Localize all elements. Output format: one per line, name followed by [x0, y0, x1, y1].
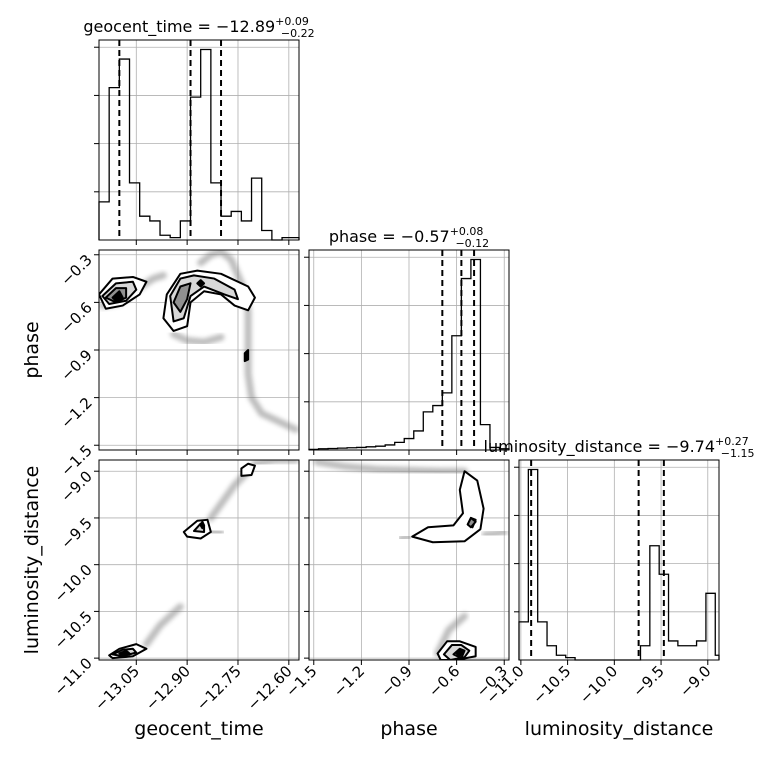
- panel-phase-vs-luminosity_distance-scatter-0: [313, 460, 469, 475]
- panel-phase-vs-luminosity_distance-xtick-label-1: −1.2: [330, 662, 368, 700]
- xlabel-luminosity_distance: luminosity_distance: [525, 718, 714, 740]
- hist-luminosity_distance-frame: [518, 459, 720, 661]
- hist-luminosity_distance-xtick-label-4: −9.0: [676, 662, 714, 700]
- ylabel-phase: phase: [21, 321, 43, 378]
- panel-geocent_time-vs-phase-ytick-label-2: −0.9: [57, 346, 95, 384]
- panel-phase-vs-luminosity_distance-xtick-label-2: −0.9: [377, 662, 415, 700]
- panel-phase-vs-luminosity_distance-content: [313, 460, 508, 660]
- panel-phase-vs-luminosity_distance-contour-2-0: [466, 516, 477, 529]
- panel-phase-vs-luminosity_distance-scatter-1: [397, 533, 413, 543]
- panel-phase-vs-luminosity_distance-contour-3-0: [455, 648, 464, 658]
- panel-geocent_time-vs-phase-contour-3-0: [111, 290, 124, 302]
- panel-geocent_time-vs-luminosity_distance-xtick-label-1: −12.90: [142, 662, 194, 714]
- hist-luminosity_distance-xtick-label-2: −10.0: [576, 662, 621, 707]
- title-geocent_time: geocent_time = −12.89+0.09 −0.22: [83, 15, 314, 40]
- title-geocent_time-minus: −0.22: [281, 27, 315, 40]
- title-luminosity_distance: luminosity_distance = −9.74+0.27 −1.15: [484, 435, 755, 460]
- panel-phase-vs-luminosity_distance-scatter-3: [434, 612, 469, 657]
- hist-luminosity_distance-step: [518, 468, 720, 661]
- panel-geocent_time-vs-phase-contour-2-1: [172, 282, 192, 313]
- panel-geocent_time-vs-luminosity_distance-content: [108, 460, 299, 660]
- panel-geocent_time-vs-luminosity_distance-scatter-0: [142, 603, 184, 648]
- panel-geocent_time-vs-luminosity_distance-grid: [99, 460, 299, 660]
- panel-geocent_time-vs-luminosity_distance-frame: [98, 459, 300, 661]
- panel-geocent_time-vs-phase-ytick-label-3: −0.6: [57, 298, 95, 336]
- panel-geocent_time-vs-luminosity_distance-ytick-label-2: −10.0: [51, 561, 96, 606]
- hist-luminosity_distance-grid: [519, 460, 719, 660]
- title-luminosity_distance-plus: +0.27: [715, 435, 749, 448]
- panel-geocent_time-vs-luminosity_distance-contour-2-0: [118, 649, 131, 657]
- title-phase-main: phase = −0.57: [329, 227, 450, 246]
- hist-luminosity_distance-xtick-label-3: −9.5: [629, 662, 667, 700]
- title-luminosity_distance-minus: −1.15: [721, 447, 755, 460]
- panel-phase-vs-luminosity_distance-contour-0-0: [411, 470, 485, 544]
- panel-geocent_time-vs-phase-contour-3-2: [243, 349, 250, 363]
- panel-geocent_time-vs-luminosity_distance-xtick-label-2: −12.75: [193, 662, 245, 714]
- hist-phase-step: [308, 258, 510, 451]
- hist-luminosity_distance-xtick-label-1: −10.5: [529, 662, 574, 707]
- panel-geocent_time-vs-luminosity_distance-contour-2-1: [199, 520, 206, 530]
- panel-phase-vs-luminosity_distance-xtick-label-3: −0.6: [425, 662, 463, 700]
- xlabel-geocent_time: geocent_time: [134, 718, 263, 740]
- title-phase-plus: +0.08: [450, 225, 484, 238]
- panel-phase-vs-luminosity_distance-scatter-2: [481, 528, 508, 539]
- panel-geocent_time-vs-phase-ytick-label-1: −1.2: [57, 394, 95, 432]
- panel-geocent_time-vs-phase-scatter-2: [197, 250, 299, 433]
- hist-phase-grid: [309, 250, 509, 450]
- panel-geocent_time-vs-phase-contour-3-1: [196, 279, 206, 288]
- title-luminosity_distance-main: luminosity_distance = −9.74: [484, 437, 715, 457]
- xlabel-phase: phase: [380, 718, 437, 740]
- panel-geocent_time-vs-phase-content: [99, 250, 299, 433]
- panel-geocent_time-vs-luminosity_distance-scatter-1: [207, 467, 252, 522]
- panel-geocent_time-vs-phase-scatter-1: [170, 330, 225, 346]
- panel-geocent_time-vs-luminosity_distance-contour-0-2: [240, 462, 256, 477]
- hist-geocent_time-grid: [99, 40, 299, 240]
- hist-geocent_time-step: [98, 48, 300, 241]
- title-phase-minus: −0.12: [455, 237, 489, 250]
- hist-geocent_time-frame: [98, 39, 300, 241]
- title-geocent_time-plus: +0.09: [275, 15, 309, 28]
- title-phase: phase = −0.57+0.08 −0.12: [329, 225, 489, 250]
- panel-geocent_time-vs-luminosity_distance-xtick-label-0: −13.05: [91, 662, 143, 714]
- panel-geocent_time-vs-phase-grid: [99, 250, 299, 450]
- panel-geocent_time-vs-luminosity_distance-scatter-3: [251, 460, 299, 468]
- panel-geocent_time-vs-luminosity_distance-ytick-label-3: −9.5: [57, 514, 95, 552]
- panel-geocent_time-vs-phase-ytick-label-4: −0.3: [57, 251, 95, 289]
- title-geocent_time-main: geocent_time = −12.89: [83, 17, 275, 37]
- panel-geocent_time-vs-luminosity_distance-ytick-label-1: −10.5: [51, 608, 96, 653]
- panel-geocent_time-vs-luminosity_distance-ytick-label-0: −11.0: [51, 654, 96, 699]
- ylabel-luminosity_distance: luminosity_distance: [21, 466, 43, 655]
